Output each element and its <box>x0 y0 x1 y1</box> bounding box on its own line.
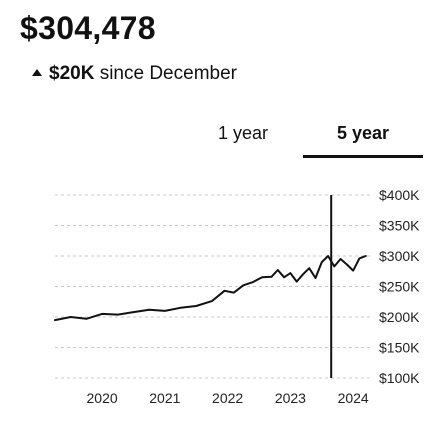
y-tick-label: $100K <box>379 370 420 386</box>
value-change: $20K since December <box>32 60 237 88</box>
x-tick-label: 2020 <box>87 390 118 406</box>
caret-up-icon <box>32 69 42 76</box>
time-range-tabs: 1 year 5 year <box>0 108 447 160</box>
line-chart[interactable]: $100K $150K $200K $250K $300K $350K $400K 2020 2… <box>0 180 447 425</box>
tab-5-year[interactable]: 5 year <box>303 108 423 158</box>
x-tick-label: 2023 <box>275 390 306 406</box>
tab-1-year[interactable]: 1 year <box>203 108 283 158</box>
tab-1-year-label: 1 year <box>217 123 269 143</box>
value-series-line[interactable] <box>54 255 367 322</box>
tab-5-year-label: 5 year <box>336 123 390 143</box>
change-amount: $20K <box>49 63 95 84</box>
y-tick-label: $250K <box>379 279 420 295</box>
change-period: since December <box>99 63 237 84</box>
y-tick-label: $350K <box>379 218 420 234</box>
x-tick-label: 2022 <box>212 390 243 406</box>
y-tick-label: $200K <box>379 309 420 325</box>
x-tick-label: 2024 <box>338 390 369 406</box>
y-tick-label: $400K <box>379 187 420 203</box>
y-tick-label: $150K <box>379 340 420 356</box>
x-tick-label: 2021 <box>149 390 180 406</box>
value-chart[interactable]: $100K $150K $200K $250K $300K $350K $400K 2020 2… <box>0 180 447 425</box>
selected-tab-indicator <box>303 155 423 158</box>
portfolio-value: $304,478 <box>20 10 156 46</box>
y-tick-label: $300K <box>379 248 420 264</box>
